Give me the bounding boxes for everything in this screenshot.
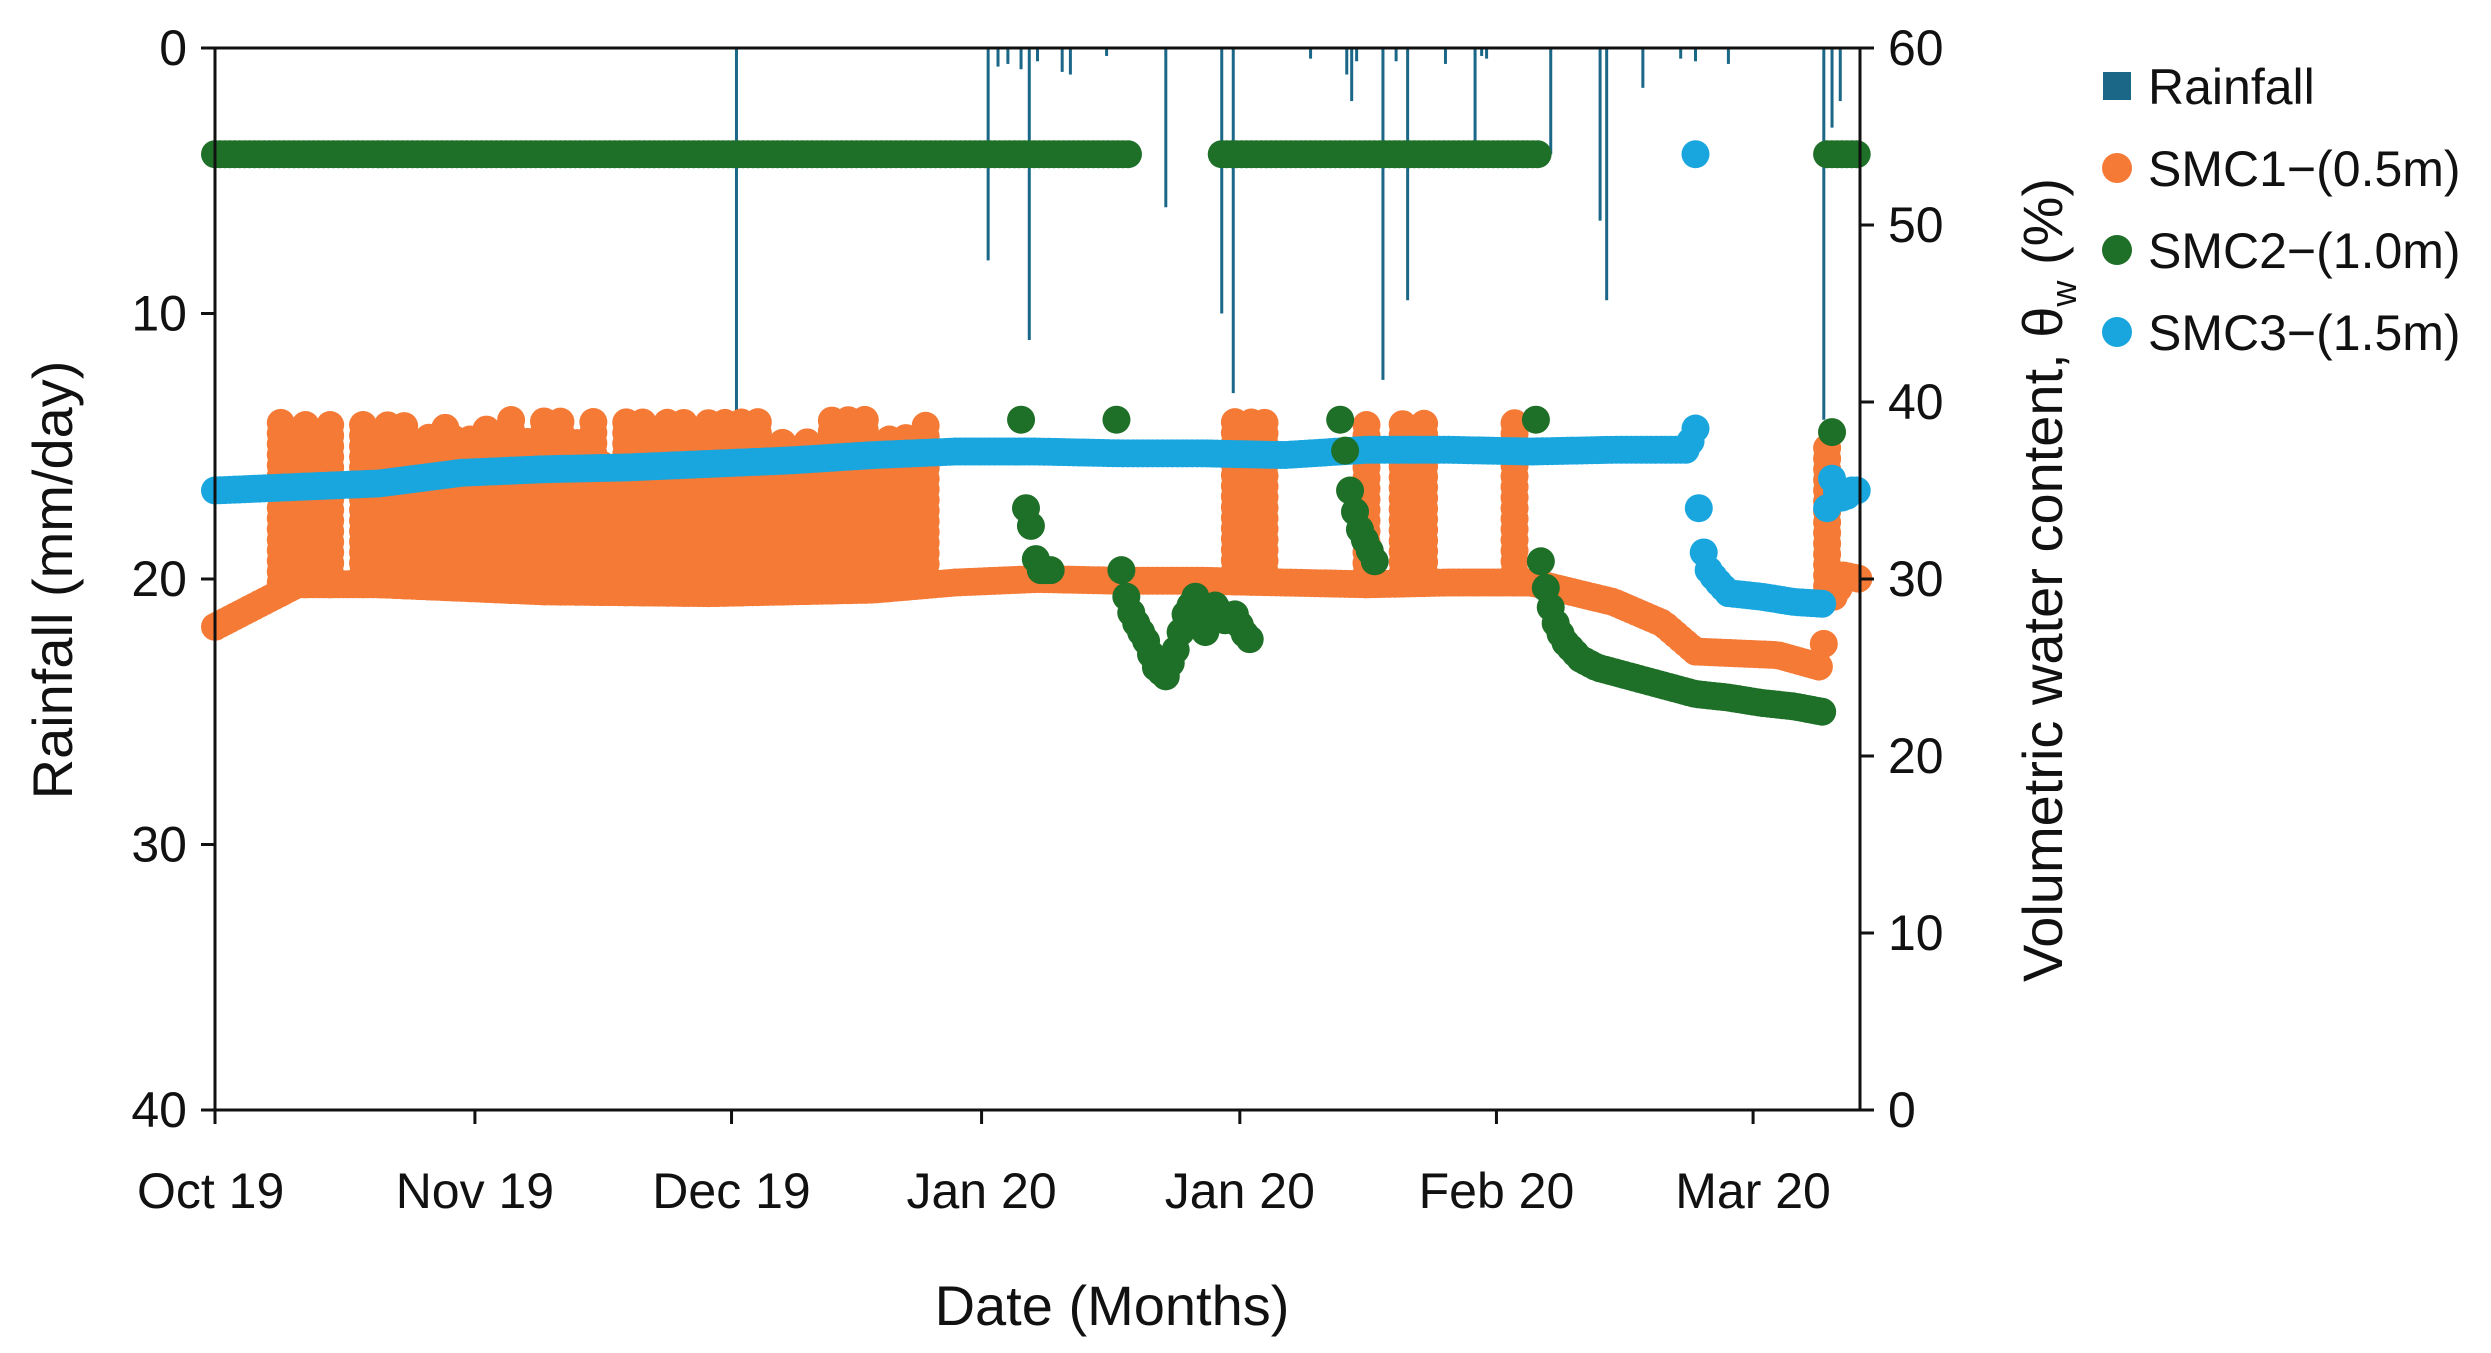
smc1-point [390, 412, 419, 441]
smc1-point [911, 411, 940, 440]
left-tick-label: 10 [131, 286, 187, 342]
left-axis-ticks: 0 10 20 30 40 [131, 20, 215, 1138]
smc2-point [1360, 547, 1389, 576]
right-axis-title: Volumetric water content, θw (%) [2011, 178, 2084, 982]
legend-label-smc3: SMC3−(1.5m) [2148, 305, 2461, 361]
legend-label-rainfall: Rainfall [2148, 59, 2315, 115]
smc3-point [1684, 494, 1713, 523]
smc2-point [1526, 547, 1555, 576]
smc1-point [1352, 411, 1381, 440]
right-tick-label: 0 [1888, 1082, 1916, 1138]
smc1-point [1804, 652, 1833, 681]
legend-label-smc1: SMC1−(0.5m) [2148, 141, 2461, 197]
smc1-point [1844, 564, 1873, 593]
legend-label-smc2: SMC2−(1.0m) [2148, 223, 2461, 279]
smc3-point [1842, 476, 1871, 505]
right-tick-label: 50 [1888, 197, 1944, 253]
smc1-point [850, 405, 879, 434]
left-tick-label: 40 [131, 1082, 187, 1138]
smc1-point [349, 411, 378, 440]
smc3-point [1681, 140, 1710, 169]
smc3-point [1681, 414, 1710, 443]
right-axis-title-tail: (%) [2011, 178, 2074, 281]
legend-item-smc3: SMC3−(1.5m) [2102, 305, 2461, 361]
smc2-point [1331, 436, 1360, 465]
smc2-point [1818, 418, 1847, 447]
x-axis-title: Date (Months) [935, 1274, 1290, 1337]
smc1-point [546, 407, 575, 436]
smc1-point [497, 406, 526, 435]
smc2-point [1521, 405, 1550, 434]
right-tick-label: 30 [1888, 551, 1944, 607]
x-tick-label: Mar 20 [1675, 1163, 1831, 1219]
legend: Rainfall SMC1−(0.5m) SMC2−(1.0m) SMC3−(1… [2102, 59, 2461, 361]
smc2-point [1036, 556, 1065, 585]
right-axis-title-subscript: w [2043, 280, 2084, 308]
legend-swatch-rainfall [2103, 72, 2131, 100]
smc1-point [1388, 410, 1417, 439]
smc1-point [669, 408, 698, 437]
smc1-point [1500, 409, 1529, 438]
smc1-point [579, 408, 608, 437]
smc3-series-layer [201, 140, 1871, 618]
smc1-point [291, 411, 320, 440]
smc1-point [1809, 629, 1838, 658]
smc2-point [1016, 511, 1045, 540]
x-tick-label: Oct 19 [137, 1163, 284, 1219]
x-tick-label: Nov 19 [396, 1163, 554, 1219]
legend-swatch-smc1 [2102, 153, 2132, 183]
left-tick-label: 20 [131, 551, 187, 607]
legend-item-rainfall: Rainfall [2103, 59, 2315, 115]
smc2-point [1107, 556, 1136, 585]
smc1-point [743, 408, 772, 437]
rainfall-bars-layer [734, 48, 1842, 420]
right-tick-label: 10 [1888, 905, 1944, 961]
smc2-point [1808, 697, 1837, 726]
smc3-point [1808, 589, 1837, 618]
left-tick-label: 0 [159, 20, 187, 76]
legend-item-smc2: SMC2−(1.0m) [2102, 223, 2461, 279]
left-axis-title: Rainfall (mm/day) [21, 361, 84, 800]
legend-swatch-smc3 [2102, 317, 2132, 347]
x-tick-label: Dec 19 [652, 1163, 810, 1219]
smc2-point [1007, 405, 1036, 434]
smc2-point [1326, 405, 1355, 434]
x-tick-label: Jan 20 [1165, 1163, 1315, 1219]
right-tick-label: 20 [1888, 728, 1944, 784]
smc1-series-layer [201, 405, 1873, 681]
smc1-point [628, 408, 657, 437]
smc2-point [1336, 476, 1365, 505]
legend-item-smc1: SMC1−(0.5m) [2102, 141, 2461, 197]
smc2-point [1102, 405, 1131, 434]
smc2-point [1113, 140, 1142, 169]
smc2-point [1523, 140, 1552, 169]
right-tick-label: 40 [1888, 374, 1944, 430]
left-tick-label: 30 [131, 817, 187, 873]
smc1-point [266, 408, 295, 437]
right-axis-title-main: Volumetric water content, θ [2011, 307, 2074, 982]
smc2-series-layer [201, 140, 1871, 726]
right-tick-label: 60 [1888, 20, 1944, 76]
smc1-point [316, 411, 345, 440]
smc1-point [1410, 409, 1439, 438]
x-tick-label: Jan 20 [907, 1163, 1057, 1219]
x-tick-label: Feb 20 [1419, 1163, 1575, 1219]
smc2-point [1235, 625, 1264, 654]
legend-swatch-smc2 [2102, 235, 2132, 265]
x-axis-ticks: Oct 19 Nov 19 Dec 19 Jan 20 Jan 20 Feb 20 Mar … [137, 1110, 1831, 1219]
right-axis-ticks: 0 10 20 30 40 50 60 [1860, 20, 1944, 1138]
smc1-point [1250, 408, 1279, 437]
smc2-point [1842, 140, 1871, 169]
